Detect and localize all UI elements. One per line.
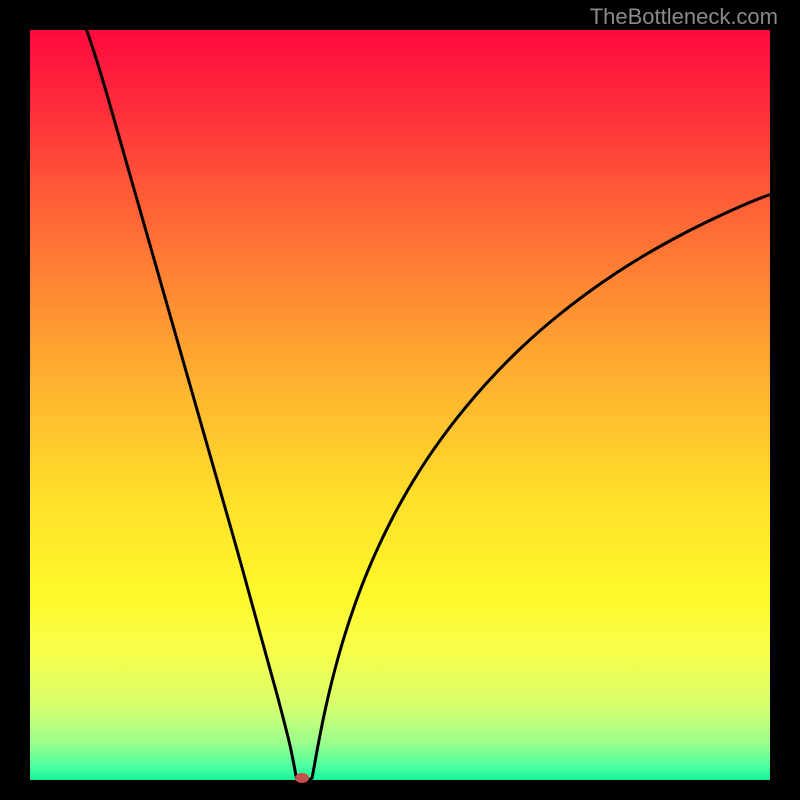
plot-area (30, 30, 770, 780)
bottleneck-curve (30, 30, 770, 780)
chart-frame: TheBottleneck.com (0, 0, 800, 800)
optimum-marker (295, 773, 309, 783)
watermark-text: TheBottleneck.com (590, 4, 778, 30)
